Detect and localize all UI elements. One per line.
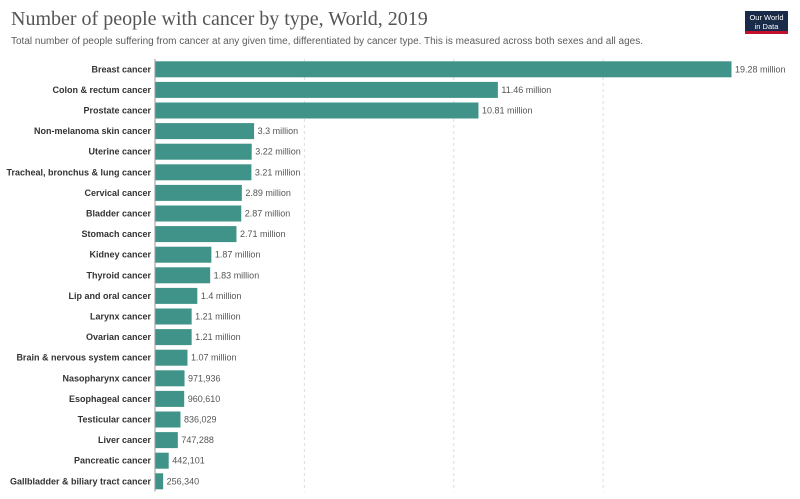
chart-subtitle: Total number of people suffering from ca… — [11, 36, 644, 47]
category-label: Breast cancer — [91, 64, 151, 74]
bar[interactable] — [155, 452, 169, 469]
value-label: 1.87 million — [215, 250, 261, 260]
category-label: Bladder cancer — [86, 209, 152, 219]
bar[interactable] — [155, 61, 732, 78]
bar[interactable] — [155, 143, 252, 160]
category-label: Gallbladder & biliary tract cancer — [10, 476, 152, 486]
logo-line-2: in Data — [754, 22, 779, 31]
category-label: Tracheal, bronchus & lung cancer — [6, 167, 151, 177]
category-label: Kidney cancer — [89, 250, 151, 260]
logo-line-1: Our World — [749, 13, 784, 22]
bar[interactable] — [155, 349, 188, 366]
chart-title: Number of people with cancer by type, Wo… — [11, 8, 428, 30]
category-label: Non-melanoma skin cancer — [34, 126, 152, 136]
value-label: 971,936 — [188, 373, 221, 383]
value-label: 747,288 — [181, 435, 214, 445]
value-label: 2.87 million — [245, 209, 291, 219]
value-label: 1.4 million — [201, 291, 242, 301]
owid-logo[interactable]: Our World in Data — [745, 11, 788, 34]
value-label: 1.83 million — [214, 270, 260, 280]
value-label: 256,340 — [167, 476, 200, 486]
bar[interactable] — [155, 81, 498, 98]
value-label: 1.21 million — [195, 312, 241, 322]
value-label: 3.21 million — [255, 167, 301, 177]
value-label: 2.71 million — [240, 229, 286, 239]
category-label: Brain & nervous system cancer — [16, 353, 151, 363]
value-label: 836,029 — [184, 415, 217, 425]
value-label: 11.46 million — [501, 85, 551, 95]
value-label: 3.3 million — [258, 126, 299, 136]
bar[interactable] — [155, 329, 192, 346]
category-label: Nasopharynx cancer — [62, 373, 151, 383]
category-label: Larynx cancer — [90, 312, 152, 322]
category-label: Ovarian cancer — [86, 332, 152, 342]
bar[interactable] — [155, 473, 164, 490]
bar[interactable] — [155, 246, 212, 263]
bar[interactable] — [155, 267, 211, 284]
category-label: Thyroid cancer — [86, 270, 151, 280]
value-label: 1.21 million — [195, 332, 241, 342]
bar[interactable] — [155, 164, 252, 181]
category-label: Uterine cancer — [88, 147, 151, 157]
bar[interactable] — [155, 123, 255, 140]
category-label: Esophageal cancer — [69, 394, 152, 404]
bar[interactable] — [155, 184, 242, 201]
value-label: 442,101 — [172, 456, 205, 466]
value-label: 3.22 million — [255, 147, 301, 157]
category-label: Lip and oral cancer — [68, 291, 151, 301]
value-label: 960,610 — [188, 394, 221, 404]
category-label: Liver cancer — [98, 435, 152, 445]
category-label: Colon & rectum cancer — [52, 85, 151, 95]
bar[interactable] — [155, 308, 192, 325]
bar[interactable] — [155, 432, 178, 449]
category-label: Pancreatic cancer — [74, 456, 152, 466]
value-label: 10.81 million — [482, 106, 533, 116]
value-label: 1.07 million — [191, 353, 237, 363]
bar[interactable] — [155, 205, 242, 222]
category-label: Prostate cancer — [83, 106, 151, 116]
bar[interactable] — [155, 370, 185, 387]
value-label: 2.89 million — [245, 188, 291, 198]
category-label: Stomach cancer — [81, 229, 151, 239]
value-label: 19.28 million — [735, 64, 786, 74]
bar[interactable] — [155, 226, 237, 243]
category-label: Cervical cancer — [84, 188, 151, 198]
bar[interactable] — [155, 102, 479, 119]
category-label: Testicular cancer — [78, 415, 152, 425]
bar[interactable] — [155, 411, 181, 428]
bar[interactable] — [155, 390, 185, 407]
bar[interactable] — [155, 287, 198, 304]
